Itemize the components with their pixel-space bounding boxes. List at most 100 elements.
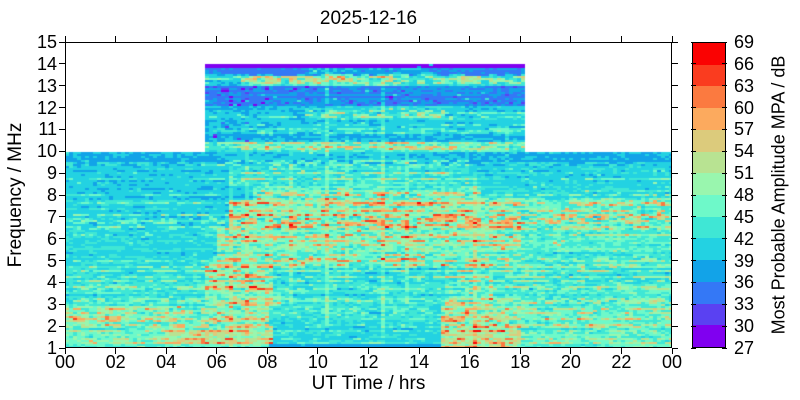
x-tick — [317, 348, 319, 354]
y-tick — [59, 325, 65, 327]
y-tick-label: 13 — [36, 75, 57, 96]
chart-title: 2025-12-16 — [319, 8, 418, 29]
colorbar-tick — [691, 172, 696, 174]
colorbar-tick — [691, 63, 696, 65]
y-tick-right — [672, 150, 678, 152]
colorbar-segment — [693, 195, 725, 217]
colorbar-segment — [693, 281, 725, 304]
colorbar-tick — [691, 41, 696, 43]
colorbar-segment — [693, 43, 725, 65]
x-tick-top — [266, 36, 268, 42]
x-tick-label: 12 — [358, 352, 379, 372]
y-tick-right — [672, 238, 678, 240]
colorbar-tick — [691, 194, 696, 196]
x-tick-label: 08 — [257, 352, 278, 372]
y-tick-right — [672, 347, 678, 349]
y-tick-label: 5 — [46, 250, 57, 271]
y-tick — [59, 303, 65, 305]
x-tick — [266, 348, 268, 354]
y-tick-label: 12 — [36, 97, 57, 118]
colorbar-tick — [722, 260, 727, 262]
x-tick-label: 14 — [409, 352, 430, 372]
colorbar-segment — [693, 325, 725, 348]
x-tick-label: 00 — [54, 352, 76, 372]
colorbar-tick — [722, 172, 727, 174]
colorbar-segment — [693, 129, 725, 152]
colorbar-tick-label: 51 — [734, 163, 755, 184]
x-tick — [519, 348, 521, 354]
x-tick-top — [519, 36, 521, 42]
colorbar-tick — [722, 194, 727, 196]
colorbar-segment — [693, 151, 725, 174]
y-tick-right — [672, 281, 678, 283]
colorbar-tick — [722, 85, 727, 87]
x-tick-label: 22 — [611, 352, 632, 372]
colorbar-segment — [693, 260, 725, 282]
colorbar-tick — [722, 150, 727, 152]
x-tick — [64, 348, 66, 354]
x-tick — [216, 348, 218, 354]
x-tick-top — [115, 36, 117, 42]
y-tick — [59, 41, 65, 43]
colorbar-tick — [691, 85, 696, 87]
x-tick-label: 06 — [206, 352, 227, 372]
x-axis-label: UT Time / hrs — [311, 373, 426, 394]
y-tick — [59, 281, 65, 283]
x-tick — [620, 348, 622, 354]
colorbar-tick — [722, 216, 727, 218]
colorbar-tick — [722, 41, 727, 43]
colorbar-tick — [691, 128, 696, 130]
colorbar-tick — [691, 260, 696, 262]
colorbar-tick-label: 63 — [734, 75, 755, 96]
colorbar-segment — [693, 64, 725, 87]
y-tick — [59, 150, 65, 152]
x-tick-label: 00 — [661, 352, 683, 372]
colorbar-tick — [722, 63, 727, 65]
x-tick — [570, 348, 572, 354]
colorbar-tick — [691, 303, 696, 305]
colorbar-segment — [693, 216, 725, 239]
y-tick-label: 6 — [46, 228, 57, 249]
colorbar-tick-label: 42 — [734, 228, 755, 249]
y-tick-label: 9 — [46, 163, 57, 184]
x-tick-top — [620, 36, 622, 42]
colorbar-tick — [691, 238, 696, 240]
x-tick — [671, 348, 673, 354]
colorbar-tick-label: 69 — [734, 32, 755, 52]
x-tick-top — [671, 36, 673, 42]
colorbar-tick — [691, 325, 696, 327]
colorbar-tick-label: 39 — [734, 250, 755, 271]
colorbar-tick — [722, 238, 727, 240]
colorbar-segment — [693, 108, 725, 130]
colorbar-tick — [722, 325, 727, 327]
colorbar-segment — [693, 173, 725, 196]
y-tick — [59, 107, 65, 109]
colorbar-tick — [691, 281, 696, 283]
heatmap-canvas — [65, 42, 672, 348]
y-tick — [59, 85, 65, 87]
colorbar-tick — [722, 128, 727, 130]
x-tick-top — [469, 36, 471, 42]
y-tick — [59, 63, 65, 65]
colorbar-tick — [691, 107, 696, 109]
x-tick-top — [418, 36, 420, 42]
x-tick-label: 10 — [307, 352, 328, 372]
x-tick-top — [165, 36, 167, 42]
x-tick — [368, 348, 369, 354]
y-tick-label: 11 — [38, 119, 57, 140]
colorbar-tick-label: 27 — [734, 338, 755, 358]
y-tick-right — [672, 260, 678, 262]
y-tick-label: 4 — [46, 272, 57, 293]
y-tick-label: 2 — [46, 316, 57, 337]
colorbar-tick — [691, 216, 696, 218]
y-tick-right — [672, 85, 678, 87]
y-tick-label: 10 — [36, 141, 57, 162]
y-tick-label: 14 — [36, 53, 57, 74]
y-tick — [59, 216, 65, 218]
y-tick-right — [672, 172, 678, 174]
colorbar-tick-label: 57 — [734, 119, 755, 140]
colorbar-tick-label: 36 — [734, 272, 755, 293]
colorbar-segment — [693, 238, 725, 261]
y-tick-right — [672, 325, 678, 327]
